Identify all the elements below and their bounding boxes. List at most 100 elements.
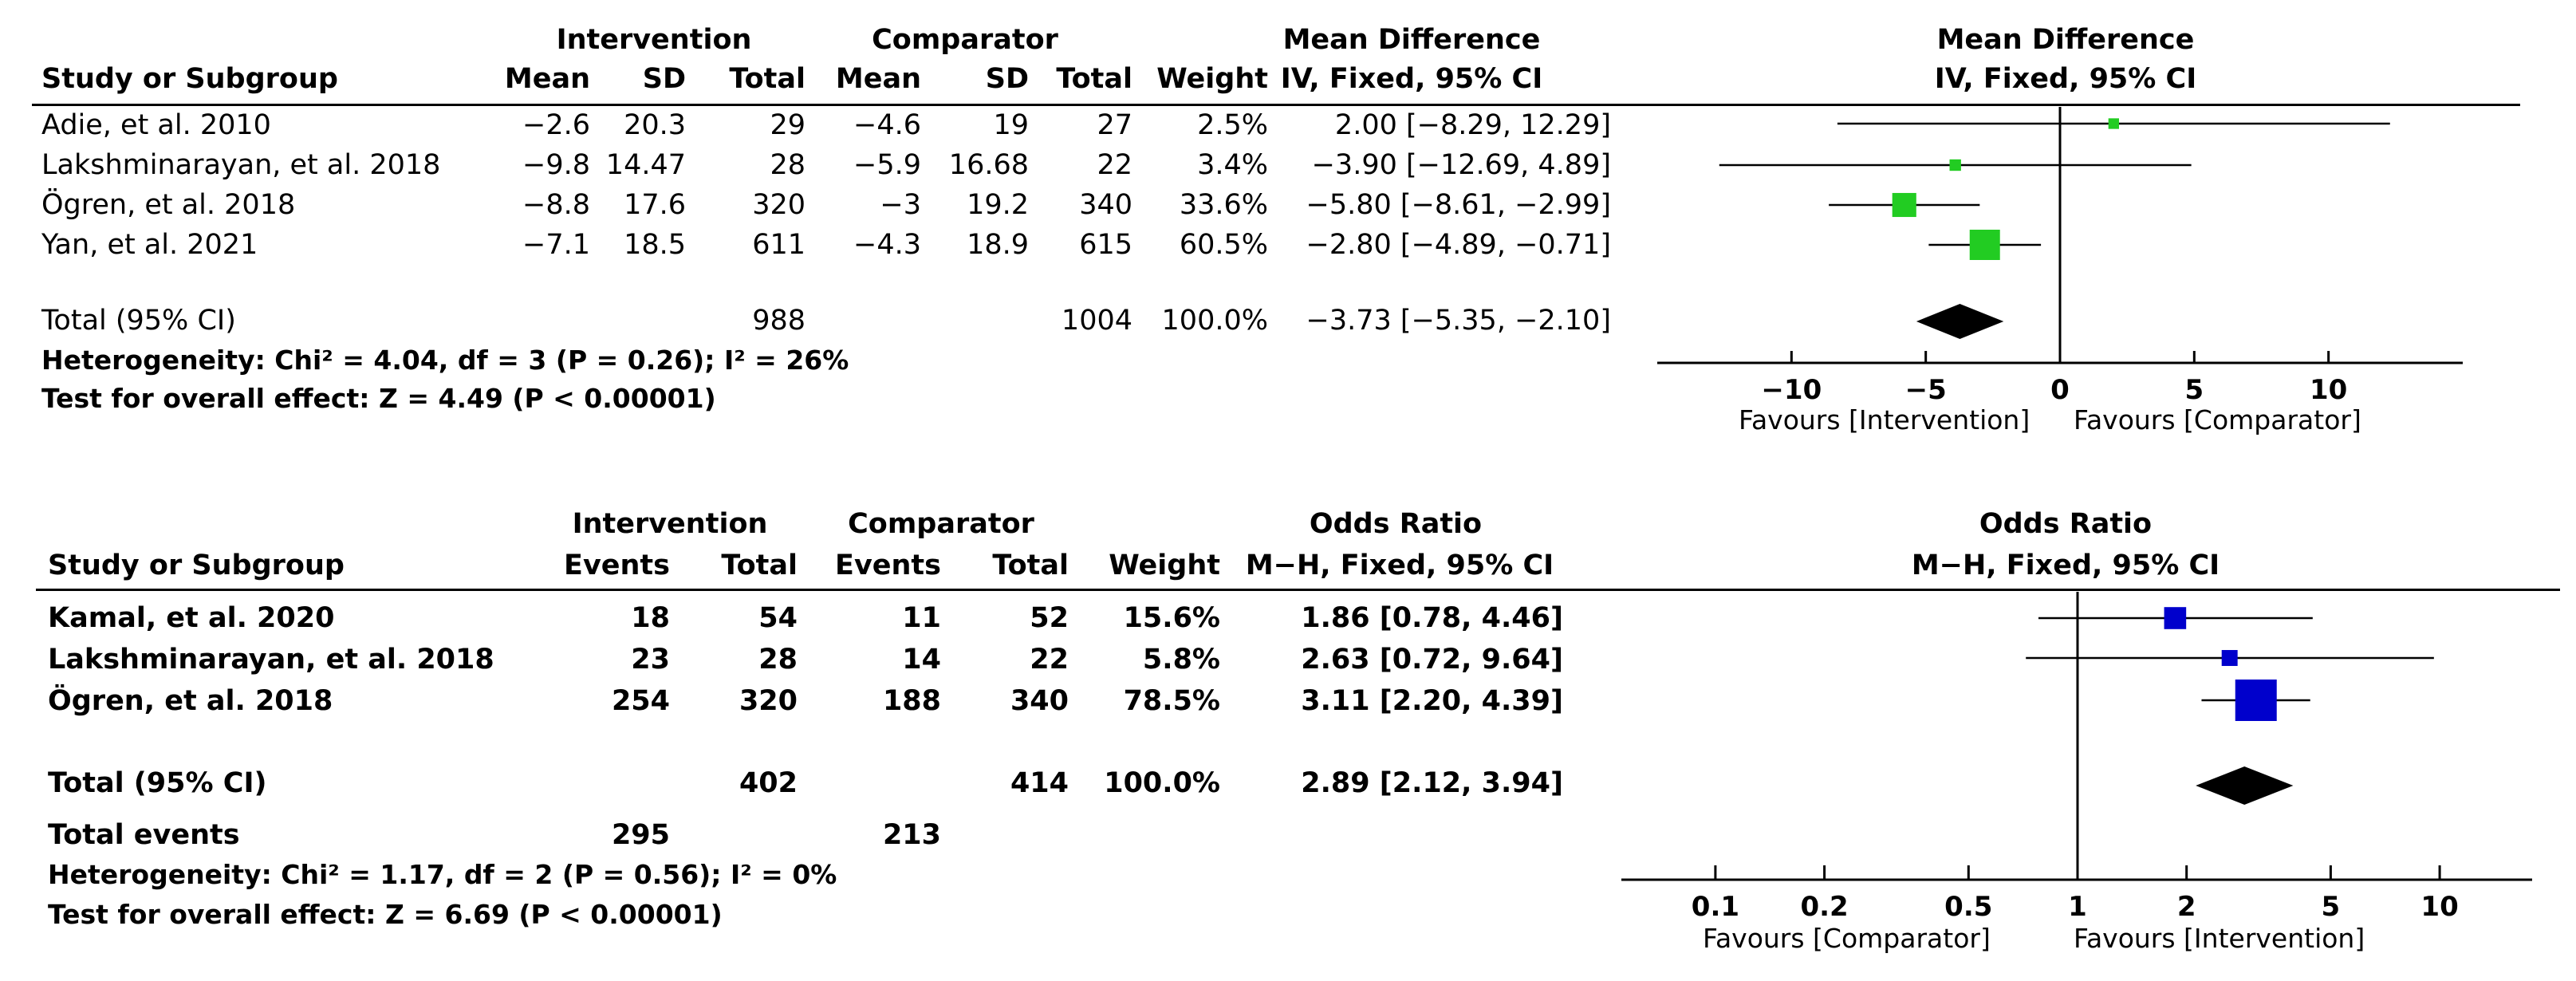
md-i-total: 320 (752, 189, 805, 221)
or-events-label: Total events (48, 819, 240, 851)
or-total-ci: 2.89 [2.12, 3.94] (1301, 767, 1563, 799)
md-c-mean: −4.6 (853, 109, 921, 141)
md-col-i-sd: SD (642, 63, 686, 95)
x-tick-label: 5 (2322, 891, 2341, 923)
md-ci: −3.90 [−12.69, 4.89] (1311, 149, 1611, 181)
or-events-i: 295 (611, 819, 670, 851)
or-events-c: 213 (882, 819, 941, 851)
or-i-total: 28 (758, 644, 798, 676)
md-overall-effect: Test for overall effect: Z = 4.49 (P < 0… (41, 383, 716, 414)
md-total-ci: −3.73 [−5.35, −2.10] (1306, 305, 1611, 337)
md-plot-subtitle: IV, Fixed, 95% CI (1934, 63, 2197, 95)
or-ci: 1.86 [0.78, 4.46] (1301, 602, 1563, 634)
md-total-label: Total (95% CI) (41, 305, 236, 337)
md-col-i-mean: Mean (504, 63, 590, 95)
md-group-comparator: Comparator (872, 24, 1058, 56)
or-overall-effect: Test for overall effect: Z = 6.69 (P < 0… (48, 899, 723, 930)
md-col-method: IV, Fixed, 95% CI (1280, 63, 1543, 95)
md-weight: 33.6% (1179, 189, 1268, 221)
study-estimate-marker (1949, 159, 1961, 171)
md-favours-right: Favours [Comparator] (2074, 404, 2361, 435)
or-weight: 78.5% (1123, 685, 1220, 717)
x-tick-label: 0.2 (1800, 891, 1848, 923)
md-col-c-total: Total (1056, 63, 1132, 95)
x-tick-label: −10 (1761, 374, 1822, 406)
study-estimate-marker (1969, 230, 2000, 260)
or-i-events: 254 (611, 685, 670, 717)
or-col-c-total: Total (992, 550, 1069, 581)
x-tick-label: 5 (2184, 374, 2204, 406)
study-estimate-marker (2221, 650, 2238, 666)
or-c-events: 14 (902, 644, 941, 676)
or-c-total: 22 (1030, 644, 1069, 676)
md-study: Adie, et al. 2010 (41, 109, 271, 141)
or-col-c-events: Events (835, 550, 941, 581)
or-group-intervention: Intervention (572, 508, 768, 540)
or-total-c: 414 (1010, 767, 1069, 799)
md-c-sd: 18.9 (967, 229, 1029, 261)
or-c-events: 11 (902, 602, 941, 634)
md-i-sd: 17.6 (624, 189, 686, 221)
or-i-events: 18 (631, 602, 670, 634)
study-estimate-marker (2235, 680, 2277, 721)
md-i-mean: −7.1 (522, 229, 590, 261)
or-c-total: 340 (1010, 685, 1069, 717)
x-tick-label: 10 (2310, 374, 2347, 406)
md-i-total: 611 (752, 229, 805, 261)
md-col-study: Study or Subgroup (41, 63, 338, 95)
x-tick-label: 1 (2068, 891, 2087, 923)
or-c-total: 52 (1030, 602, 1069, 634)
or-weight: 15.6% (1123, 602, 1220, 634)
md-favours-left: Favours [Intervention] (1739, 404, 2030, 435)
md-header-rule (32, 104, 2520, 106)
md-ci: 2.00 [−8.29, 12.29] (1334, 109, 1611, 141)
or-ci: 2.63 [0.72, 9.64] (1301, 644, 1563, 676)
x-tick-label: 0 (2050, 374, 2070, 406)
or-col-method: M−H, Fixed, 95% CI (1245, 550, 1554, 581)
or-col-study: Study or Subgroup (48, 550, 345, 581)
or-weight: 5.8% (1142, 644, 1220, 676)
md-ci: −5.80 [−8.61, −2.99] (1306, 189, 1611, 221)
md-plot-title: Mean Difference (1936, 24, 2195, 56)
md-study: Yan, et al. 2021 (41, 229, 258, 261)
x-tick-label: −5 (1905, 374, 1947, 406)
md-i-total: 29 (770, 109, 805, 141)
md-col-i-total: Total (729, 63, 805, 95)
or-plot-subtitle: M−H, Fixed, 95% CI (1911, 550, 2220, 581)
pooled-estimate-diamond (1916, 304, 2004, 339)
md-i-sd: 18.5 (624, 229, 686, 261)
md-c-mean: −4.3 (853, 229, 921, 261)
md-c-total: 27 (1097, 109, 1132, 141)
md-col-c-sd: SD (985, 63, 1029, 95)
md-col-weight: Weight (1156, 63, 1268, 95)
or-i-total: 320 (739, 685, 798, 717)
md-c-total: 615 (1079, 229, 1132, 261)
x-tick-label: 0.1 (1692, 891, 1739, 923)
md-c-mean: −3 (880, 189, 921, 221)
md-c-sd: 19 (993, 109, 1029, 141)
or-ci: 3.11 [2.20, 4.39] (1301, 685, 1563, 717)
md-c-mean: −5.9 (853, 149, 921, 181)
x-tick-label: 0.5 (1944, 891, 1992, 923)
or-total-weight: 100.0% (1104, 767, 1220, 799)
md-i-mean: −8.8 (522, 189, 590, 221)
md-c-total: 22 (1097, 149, 1132, 181)
md-total-i: 988 (752, 305, 805, 337)
or-i-events: 23 (631, 644, 670, 676)
or-study: Kamal, et al. 2020 (48, 602, 335, 634)
or-heterogeneity: Heterogeneity: Chi² = 1.17, df = 2 (P = … (48, 859, 837, 890)
study-estimate-marker (2108, 118, 2119, 129)
md-c-sd: 19.2 (967, 189, 1029, 221)
or-col-i-events: Events (564, 550, 670, 581)
md-i-sd: 20.3 (624, 109, 686, 141)
md-total-c: 1004 (1061, 305, 1132, 337)
or-plot-title: Odds Ratio (1979, 508, 2153, 540)
or-total-label: Total (95% CI) (48, 767, 267, 799)
or-header-rule (36, 589, 2560, 591)
or-study: Ögren, et al. 2018 (48, 685, 333, 717)
pooled-estimate-diamond (2196, 766, 2294, 805)
md-i-sd: 14.47 (605, 149, 686, 181)
or-favours-left: Favours [Comparator] (1703, 923, 1991, 954)
or-total-i: 402 (739, 767, 798, 799)
